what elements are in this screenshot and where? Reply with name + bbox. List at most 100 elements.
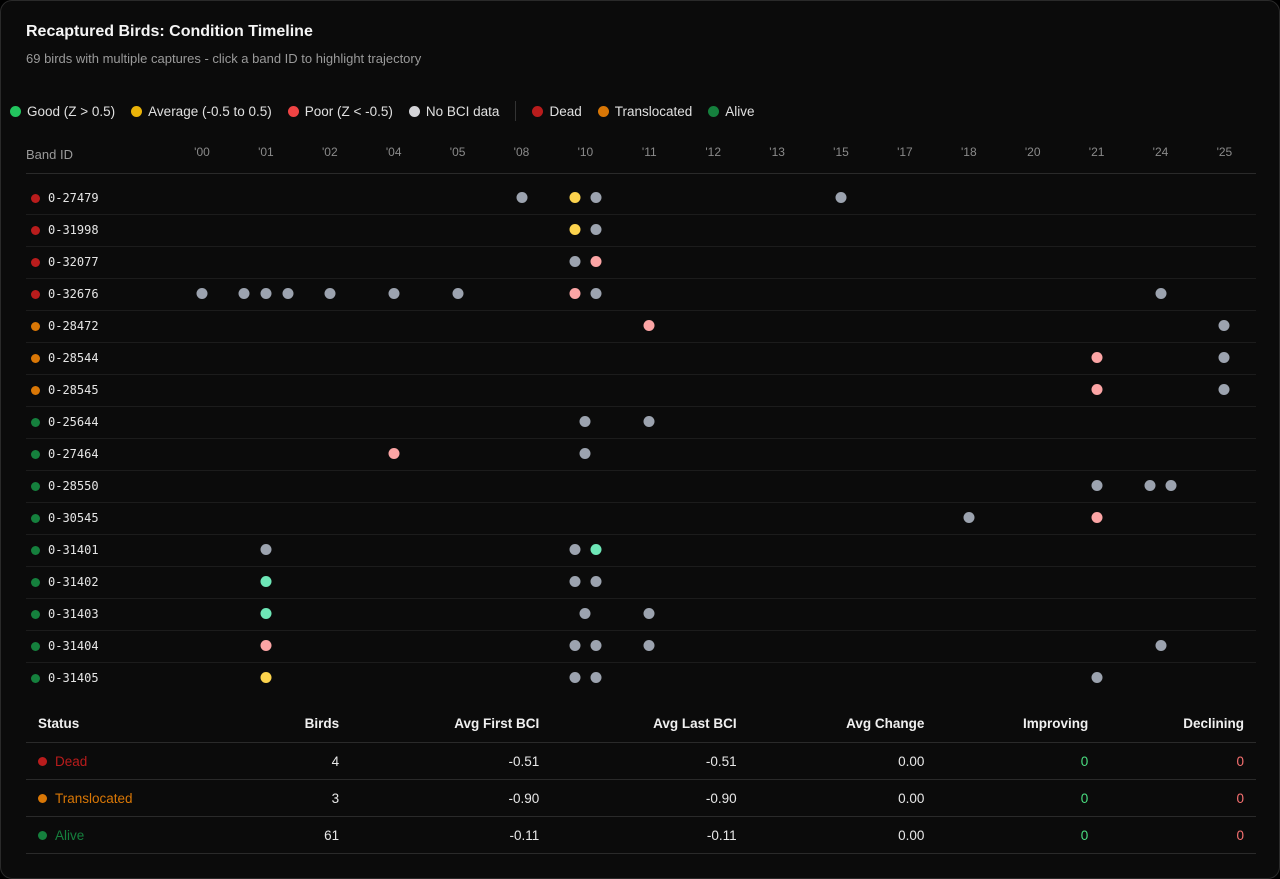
capture-point <box>590 256 602 267</box>
bird-row: 0-28544 <box>26 342 1256 375</box>
legend-label: Poor (Z < -0.5) <box>304 103 393 119</box>
capture-point <box>569 544 581 555</box>
legend-swatch <box>708 105 720 117</box>
table-row: Alive 61 -0.11 -0.11 0.00 0 0 <box>26 816 1256 854</box>
capture-point <box>590 640 602 651</box>
capture-point <box>1091 480 1103 491</box>
year-tick-label: '12 <box>705 145 722 159</box>
capture-point <box>1165 480 1177 491</box>
legend: Good (Z > 0.5) Average (-0.5 to 0.5) Poor … <box>10 101 771 121</box>
band-id-link[interactable]: 0-28545 <box>48 383 99 397</box>
band-id-link[interactable]: 0-28544 <box>48 351 99 365</box>
band-id-link[interactable]: 0-32077 <box>48 255 99 269</box>
capture-point <box>569 192 581 203</box>
status-dot <box>31 578 40 587</box>
capture-point <box>569 576 581 587</box>
legend-item-average-0-5-to-0-5: Average (-0.5 to 0.5) <box>131 104 272 119</box>
cell-last: -0.51 <box>551 742 749 780</box>
year-tick-label: '18 <box>960 145 977 159</box>
capture-point <box>569 256 581 267</box>
cell-declining: 0 <box>1100 742 1256 780</box>
bird-row: 0-25644 <box>26 406 1256 439</box>
table-row: Dead 4 -0.51 -0.51 0.00 0 0 <box>26 742 1256 780</box>
cell-improving: 0 <box>936 816 1101 854</box>
cell-last: -0.90 <box>551 779 749 817</box>
year-tick-label: '24 <box>1152 145 1169 159</box>
capture-point <box>569 288 581 299</box>
bird-row: 0-32077 <box>26 246 1256 279</box>
capture-point <box>590 576 602 587</box>
year-tick-label: '10 <box>577 145 594 159</box>
status-dot <box>38 830 47 840</box>
capture-point <box>579 608 591 619</box>
capture-point <box>643 320 655 331</box>
capture-point <box>579 416 591 427</box>
table-header-row: Status Birds Avg First BCI Avg Last BCI Avg … <box>26 705 1256 743</box>
capture-point <box>1144 480 1156 491</box>
capture-point <box>1091 352 1103 363</box>
status-dot <box>31 610 40 619</box>
capture-point <box>1155 288 1166 299</box>
legend-item-alive: Alive <box>708 103 755 119</box>
bird-row: 0-27464 <box>26 438 1256 471</box>
legend-label: Translocated <box>614 103 693 119</box>
status-cell: Alive <box>26 816 244 854</box>
capture-point <box>260 544 272 555</box>
band-id-link[interactable]: 0-31998 <box>48 223 99 237</box>
status-dot <box>31 674 40 683</box>
cell-last: -0.11 <box>551 816 749 854</box>
column-header-birds: Birds <box>243 705 352 743</box>
legend-swatch <box>287 105 299 117</box>
year-tick-label: '00 <box>194 145 210 159</box>
year-tick-label: '02 <box>321 145 338 159</box>
year-tick-label: '04 <box>385 145 402 159</box>
band-id-link[interactable]: 0-31404 <box>48 639 99 653</box>
band-id-link[interactable]: 0-31403 <box>48 607 99 621</box>
capture-point <box>835 192 847 203</box>
year-tick-label: '11 <box>641 145 657 159</box>
bird-row: 0-27479 <box>26 182 1256 215</box>
band-id-link[interactable]: 0-31405 <box>48 671 99 685</box>
column-header-avg-last-bci: Avg Last BCI <box>551 705 749 743</box>
capture-point <box>569 640 581 651</box>
status-dot <box>31 322 40 331</box>
cell-improving: 0 <box>936 779 1101 817</box>
legend-label: Alive <box>725 103 755 119</box>
cell-change: 0.00 <box>748 779 937 817</box>
cell-birds: 3 <box>243 779 352 817</box>
year-tick-label: '25 <box>1216 145 1233 159</box>
legend-item-no-bci-data: No BCI data <box>408 103 500 119</box>
year-tick-label: '15 <box>833 145 849 159</box>
cell-first: -0.11 <box>351 816 552 854</box>
cell-declining: 0 <box>1100 779 1256 817</box>
band-id-link[interactable]: 0-31401 <box>48 543 99 557</box>
capture-point <box>643 640 655 651</box>
bird-row: 0-31404 <box>26 630 1256 663</box>
bird-row: 0-31998 <box>26 214 1256 247</box>
status-summary-table: Status Birds Avg First BCI Avg Last BCI Avg … <box>26 705 1256 854</box>
capture-point <box>590 288 602 299</box>
band-id-link[interactable]: 0-28550 <box>48 479 99 493</box>
column-header-improving: Improving <box>936 705 1101 743</box>
capture-point <box>1091 512 1103 523</box>
year-tick-label: '01 <box>258 145 274 159</box>
band-id-link[interactable]: 0-27479 <box>48 191 99 205</box>
status-dot <box>31 418 40 427</box>
legend-label: No BCI data <box>425 103 500 119</box>
column-header-status: Status <box>26 705 244 743</box>
capture-point <box>282 288 294 299</box>
header-divider <box>26 173 1256 174</box>
band-id-link[interactable]: 0-31402 <box>48 575 99 589</box>
band-id-link[interactable]: 0-30545 <box>48 511 99 525</box>
band-id-link[interactable]: 0-32676 <box>48 287 99 301</box>
status-label: Dead <box>55 753 88 769</box>
legend-swatch <box>597 105 609 117</box>
band-id-link[interactable]: 0-27464 <box>48 447 99 461</box>
year-tick-label: '05 <box>449 145 466 159</box>
band-id-link[interactable]: 0-28472 <box>48 319 99 333</box>
band-id-link[interactable]: 0-25644 <box>48 415 99 429</box>
capture-point <box>1218 384 1230 395</box>
status-dot <box>31 642 40 651</box>
capture-point <box>590 544 602 555</box>
status-cell: Dead <box>26 742 244 780</box>
